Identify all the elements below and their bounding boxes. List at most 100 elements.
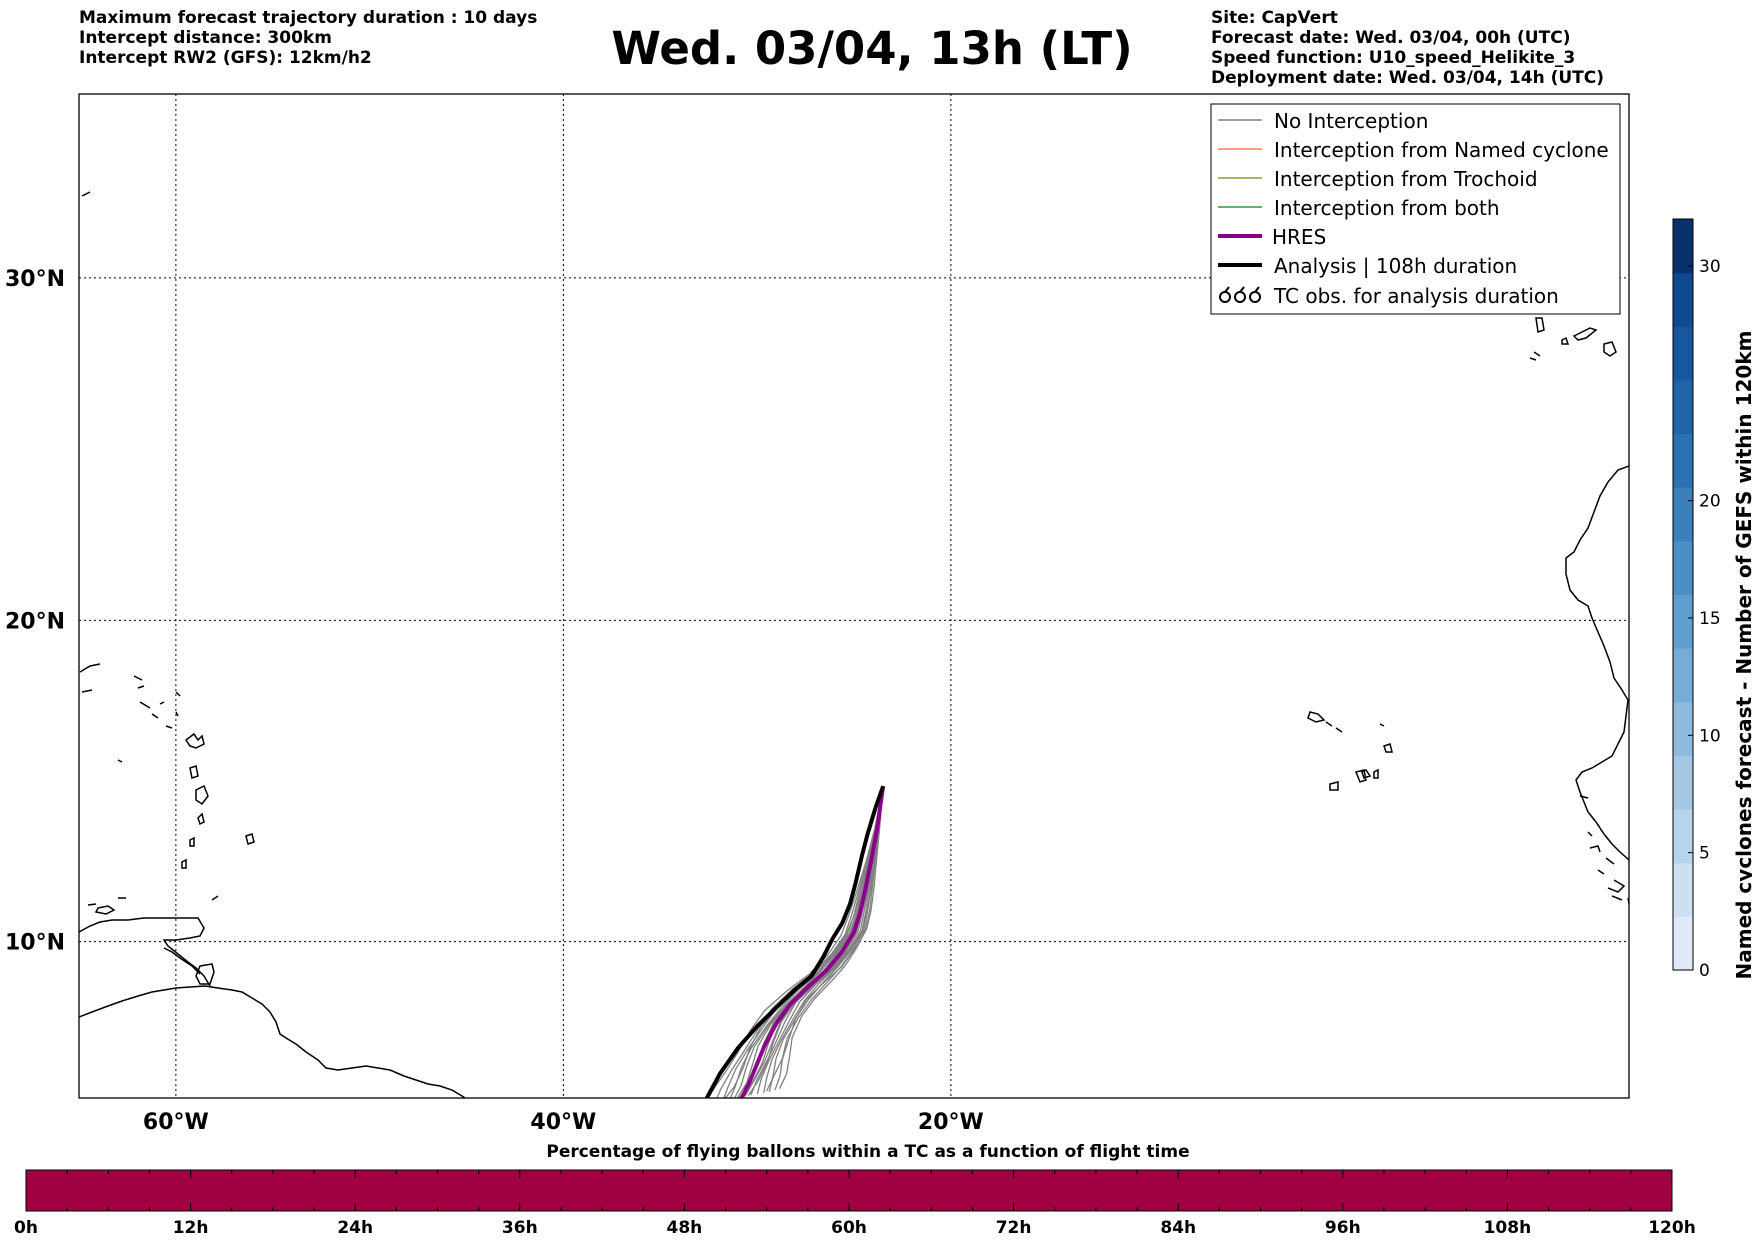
trajectory-layer	[705, 785, 886, 1098]
ensemble-trajectory	[768, 786, 884, 1092]
flight-time-colorbar-title: Percentage of flying ballons within a TC…	[546, 1142, 1189, 1162]
grenada	[181, 858, 187, 869]
legend-label-analysis: Analysis | 108h duration	[1274, 254, 1517, 278]
colorbar-segment	[1673, 594, 1693, 649]
flight-time-tick-label: 36h	[502, 1218, 538, 1238]
legend-label-no-interception: No Interception	[1274, 109, 1428, 133]
flight-time-tick-label: 96h	[1325, 1218, 1361, 1238]
colorbar-tick-label: 15	[1699, 609, 1721, 629]
colorbar-tick-label: 20	[1699, 492, 1721, 512]
ensemble-trajectory	[756, 786, 884, 1095]
legend-label-trochoid: Interception from Trochoid	[1274, 167, 1538, 191]
venezuela-coast	[79, 917, 211, 987]
named-cyclones-colorbar-label: Named cyclones forecast - Number of GEFS…	[1732, 331, 1752, 980]
flight-time-tick-label: 60h	[831, 1218, 867, 1238]
colorbar-segment	[1673, 379, 1693, 435]
named-cyclones-colorbar: 0 5 10 15 20 30	[1672, 218, 1721, 981]
colorbar-segment	[1673, 326, 1693, 381]
lon-tick-label: 60°W	[143, 1110, 209, 1135]
south-america-coast	[79, 985, 467, 1098]
margarita-island	[94, 905, 116, 915]
hres-trajectory	[739, 785, 886, 1098]
flight-time-tick-label: 84h	[1160, 1218, 1196, 1238]
legend-label-named-cyclone: Interception from Named cyclone	[1274, 138, 1609, 162]
ensemble-trajectory	[750, 786, 884, 1096]
leeward-islands	[79, 663, 181, 763]
tobago	[211, 895, 219, 901]
lat-tick-label: 20°N	[5, 609, 65, 634]
canary-islands	[1529, 317, 1617, 361]
ensemble-trajectory	[763, 786, 884, 1094]
colorbar-segment	[1673, 433, 1693, 488]
max-duration-text: Maximum forecast trajectory duration : 1…	[79, 8, 538, 28]
colorbar-frame	[1672, 218, 1694, 971]
speed-function-text: Speed function: U10_speed_Helikite_3	[1211, 48, 1576, 68]
flight-time-tick-label: 24h	[337, 1218, 373, 1238]
coastlines	[79, 191, 1629, 1098]
legend-box	[1210, 103, 1621, 315]
colorbar-segment	[1673, 755, 1693, 810]
colorbar-segment	[1673, 219, 1693, 274]
lon-tick-label: 40°W	[530, 1110, 596, 1135]
colorbar-tick-label: 30	[1699, 257, 1721, 277]
bonaire-curacao	[87, 897, 126, 906]
colorbar-segment	[1673, 862, 1693, 917]
lon-tick-label: 20°W	[918, 1110, 984, 1135]
colorbar-tick-label: 10	[1699, 726, 1721, 746]
lat-tick-label: 30°N	[5, 267, 65, 292]
barbados	[245, 833, 255, 845]
site-text: Site: CapVert	[1211, 8, 1338, 28]
header-left-info: Maximum forecast trajectory duration : 1…	[79, 8, 537, 68]
colorbar-segment	[1673, 648, 1693, 703]
guadeloupe	[184, 732, 205, 749]
colorbar-segment	[1673, 540, 1693, 596]
cape-verde-islands	[1307, 711, 1393, 791]
flight-time-colorbar: 0h 12h 24h 36h 48h 60h 72h 84h 96h 108h 120h	[14, 1169, 1696, 1238]
forecast-date-text: Forecast date: Wed. 03/04, 00h (UTC)	[1211, 28, 1571, 48]
cyclone-symbol-icon	[1219, 286, 1261, 303]
ensemble-trajectory	[736, 785, 884, 1098]
ensemble-trajectory	[779, 786, 884, 1089]
ensemble-trajectory	[729, 785, 884, 1098]
colorbar-tick-label: 5	[1699, 844, 1710, 864]
colorbar-segment	[1673, 272, 1693, 327]
flight-time-tick-label: 108h	[1484, 1218, 1532, 1238]
bermuda	[81, 191, 91, 197]
intercept-distance-text: Intercept distance: 300km	[79, 28, 332, 48]
deployment-date-text: Deployment date: Wed. 03/04, 14h (UTC)	[1211, 68, 1605, 88]
legend-label-hres: HRES	[1272, 225, 1326, 249]
flight-time-tick-label: 0h	[14, 1218, 38, 1238]
martinique	[195, 784, 209, 806]
gulf-of-paria	[163, 947, 201, 975]
legend-label-both: Interception from both	[1274, 196, 1500, 220]
st-lucia-st-vincent	[189, 812, 205, 847]
dominica	[189, 765, 199, 779]
flight-time-tick-label: 12h	[173, 1218, 209, 1238]
intercept-rw2-text: Intercept RW2 (GFS): 12km/h2	[79, 48, 372, 68]
map-axis-ticks: 60°W 40°W 20°W 30°N 20°N 10°N	[5, 267, 984, 1135]
colorbar-segment	[1673, 701, 1693, 756]
colorbar-segment	[1673, 487, 1693, 542]
lat-tick-label: 10°N	[5, 931, 65, 956]
africa-coast	[1565, 465, 1629, 861]
flight-time-tick-label: 72h	[996, 1218, 1032, 1238]
header-right-info: Site: CapVert Forecast date: Wed. 03/04,…	[1211, 8, 1604, 88]
ensemble-trajectory	[766, 786, 884, 1092]
ensemble-trajectory	[724, 785, 884, 1098]
flight-time-tick-label: 120h	[1648, 1218, 1696, 1238]
page-title: Wed. 03/04, 13h (LT)	[611, 22, 1133, 75]
analysis-trajectory	[705, 785, 885, 1098]
trinidad	[195, 963, 215, 985]
ensemble-trajectory	[747, 786, 884, 1097]
flight-time-tick-label: 48h	[667, 1218, 703, 1238]
colorbar-segment	[1673, 916, 1693, 971]
map-frame	[78, 93, 1630, 1099]
ensemble-trajectory	[707, 785, 884, 1098]
colorbar-segment	[1673, 809, 1693, 864]
west-africa-islands	[1579, 795, 1629, 905]
legend-label-tc-obs: TC obs. for analysis duration	[1273, 284, 1559, 308]
colorbar-tick-label: 0	[1699, 961, 1710, 981]
page-title-wrapper: Wed. 03/04, 13h (LT)	[0, 22, 1752, 76]
legend: No Interception Interception from Named …	[1210, 103, 1621, 315]
